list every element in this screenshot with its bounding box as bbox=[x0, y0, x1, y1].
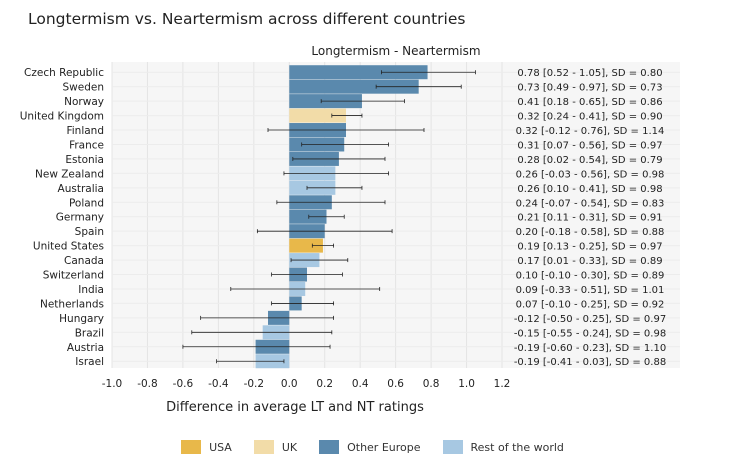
country-label: Norway bbox=[64, 96, 104, 108]
value-label: -0.15 [-0.55 - 0.24], SD = 0.98 bbox=[514, 328, 666, 339]
bar bbox=[289, 238, 323, 253]
country-label: United States bbox=[33, 241, 104, 253]
legend-item-uk: UK bbox=[253, 440, 298, 454]
country-label: Switzerland bbox=[43, 270, 104, 282]
value-label: -0.12 [-0.50 - 0.25], SD = 0.97 bbox=[514, 314, 666, 325]
x-tick-label: 1.0 bbox=[458, 378, 475, 390]
country-label: Spain bbox=[75, 226, 104, 238]
value-label: 0.26 [-0.03 - 0.56], SD = 0.98 bbox=[516, 169, 665, 180]
x-tick-label: -1.0 bbox=[102, 378, 123, 390]
value-label: 0.41 [0.18 - 0.65], SD = 0.86 bbox=[517, 97, 662, 108]
value-label: 0.26 [0.10 - 0.41], SD = 0.98 bbox=[517, 184, 662, 195]
country-label: Canada bbox=[64, 255, 104, 267]
country-label: Poland bbox=[69, 197, 104, 209]
country-label: Austria bbox=[67, 342, 104, 354]
value-label: 0.10 [-0.10 - 0.30], SD = 0.89 bbox=[516, 271, 665, 282]
bar bbox=[289, 209, 327, 224]
value-label: 0.32 [-0.12 - 0.76], SD = 1.14 bbox=[516, 126, 665, 137]
country-label: United Kingdom bbox=[20, 111, 104, 123]
legend-label-usa: USA bbox=[209, 440, 232, 454]
value-label: 0.24 [-0.07 - 0.54], SD = 0.83 bbox=[516, 198, 665, 209]
value-label: 0.20 [-0.18 - 0.58], SD = 0.88 bbox=[516, 227, 665, 238]
value-label: 0.78 [0.52 - 1.05], SD = 0.80 bbox=[517, 68, 662, 79]
country-label: Hungary bbox=[59, 313, 104, 325]
legend-label-rest-of-world: Rest of the world bbox=[470, 440, 564, 454]
country-label: Israel bbox=[75, 356, 104, 368]
bar bbox=[289, 108, 346, 123]
legend-swatch-usa bbox=[181, 440, 202, 454]
country-label: France bbox=[69, 139, 104, 151]
country-labels: Czech Republic Sweden Norway United Kingdom… bbox=[20, 67, 104, 368]
country-label: India bbox=[78, 284, 104, 296]
x-tick-label: 0.8 bbox=[423, 378, 440, 390]
legend-item-usa: USA bbox=[181, 440, 232, 454]
value-label: 0.28 [0.02 - 0.54], SD = 0.79 bbox=[517, 155, 662, 166]
country-label: Australia bbox=[58, 183, 104, 195]
legend-swatch-uk bbox=[253, 440, 274, 454]
chart-subtitle: Longtermism - Neartermism bbox=[311, 44, 480, 58]
x-tick-label: 0.6 bbox=[387, 378, 404, 390]
legend-item-other-europe: Other Europe bbox=[319, 440, 421, 454]
value-label: 0.19 [0.13 - 0.25], SD = 0.97 bbox=[517, 242, 662, 253]
value-label: -0.19 [-0.41 - 0.03], SD = 0.88 bbox=[514, 357, 666, 368]
legend-item-rest-of-world: Rest of the world bbox=[442, 440, 564, 454]
legend-label-uk: UK bbox=[281, 440, 298, 454]
x-tick-label: -0.4 bbox=[208, 378, 229, 390]
value-label: 0.21 [0.11 - 0.31], SD = 0.91 bbox=[517, 213, 662, 224]
x-tick-label: 1.2 bbox=[494, 378, 511, 390]
legend-swatch-other-europe bbox=[319, 440, 340, 454]
country-label: Estonia bbox=[65, 154, 104, 166]
country-label: Netherlands bbox=[40, 298, 104, 310]
error-bars-group bbox=[182, 70, 476, 364]
x-tick-label: 0.4 bbox=[352, 378, 369, 390]
x-tick-labels: -1.0 -0.8 -0.6 -0.4 -0.2 0.0 0.2 0.4 0.6 0.8 1.0 1.… bbox=[102, 378, 511, 390]
legend-label-other-europe: Other Europe bbox=[347, 440, 421, 454]
value-label: 0.32 [0.24 - 0.41], SD = 0.90 bbox=[517, 112, 662, 123]
country-label: Czech Republic bbox=[24, 67, 104, 79]
country-label: New Zealand bbox=[35, 168, 104, 180]
value-label: -0.19 [-0.60 - 0.23], SD = 1.10 bbox=[514, 343, 666, 354]
x-tick-label: -0.8 bbox=[137, 378, 158, 390]
value-labels: 0.78 [0.52 - 1.05], SD = 0.80 0.73 [0.49 … bbox=[514, 68, 666, 368]
value-label: 0.73 [0.49 - 0.97], SD = 0.73 bbox=[517, 83, 662, 94]
chart-title: Longtermism vs. Neartermism across diffe… bbox=[28, 10, 466, 28]
legend: USA UK Other Europe Rest of the world bbox=[0, 440, 745, 454]
x-tick-label: -0.2 bbox=[244, 378, 265, 390]
x-axis-label: Difference in average LT and NT ratings bbox=[166, 400, 424, 415]
x-tick-label: 0.0 bbox=[281, 378, 298, 390]
country-label: Germany bbox=[56, 212, 104, 224]
country-label: Sweden bbox=[63, 82, 105, 94]
country-label: Finland bbox=[66, 125, 104, 137]
value-label: 0.09 [-0.33 - 0.51], SD = 1.01 bbox=[516, 285, 665, 296]
bar bbox=[289, 65, 428, 80]
legend-swatch-rest-of-world bbox=[442, 440, 463, 454]
value-label: 0.17 [0.01 - 0.33], SD = 0.89 bbox=[517, 256, 662, 267]
value-label: 0.07 [-0.10 - 0.25], SD = 0.92 bbox=[516, 299, 665, 310]
bar bbox=[289, 79, 419, 94]
country-label: Brazil bbox=[75, 327, 104, 339]
x-tick-label: -0.6 bbox=[173, 378, 194, 390]
value-label: 0.31 [0.07 - 0.56], SD = 0.97 bbox=[517, 140, 662, 151]
x-tick-label: 0.2 bbox=[316, 378, 333, 390]
